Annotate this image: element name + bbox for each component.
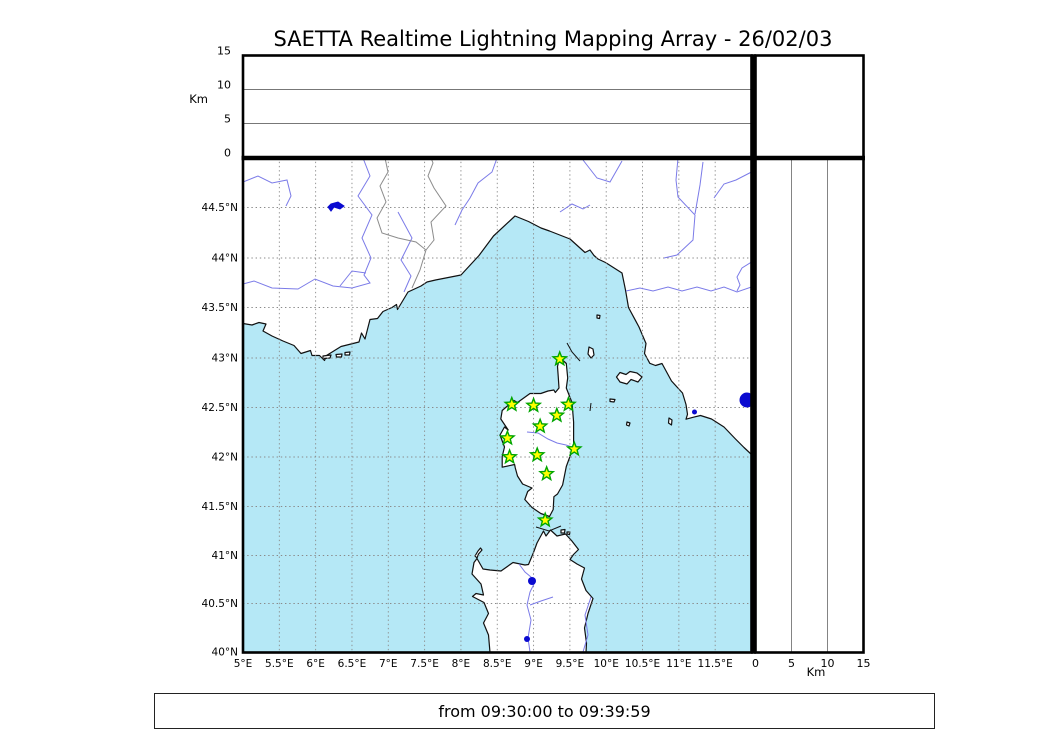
lon-tick-label: 8.5°E [483,658,512,670]
altitude-tick-label-bottom: 10 [821,657,835,670]
lon-tick-label: 7.5°E [410,658,439,670]
lat-tick-label: 43.5°N [202,302,238,314]
river [243,175,292,207]
lat-tick-label: 44°N [212,253,238,265]
altitude-axis-unit-bottom: Km [806,665,826,679]
lat-tick-label: 44.5°N [202,202,238,214]
coast-mark [566,342,581,362]
country-border [425,157,447,251]
station-marker [548,406,566,423]
river [582,596,592,653]
island [560,528,566,534]
lat-tick-label: 41°N [212,550,238,562]
lon-tick-label: 5.5°E [265,658,294,670]
altitude-axis-unit-left: Km [189,92,208,106]
island [615,370,643,385]
river [713,171,752,199]
sardinia-coastline [471,529,594,653]
time-range-text: from 09:30:00 to 09:39:59 [438,701,651,721]
lon-tick-label: 6°E [306,658,325,670]
lat-tick-label: 42°N [212,452,238,464]
altitude-tick-label-left: 0 [224,147,231,160]
altitude-panel [241,54,753,159]
river [663,157,696,259]
altitude-right-panel [754,156,865,654]
station-marker [528,446,546,463]
lake [524,636,530,642]
lon-tick-label: 10.5°E [625,658,660,670]
mainland-coastline [243,157,752,456]
country-border [376,157,427,289]
lon-tick-label: 6.5°E [338,658,367,670]
river [518,563,535,653]
station-marker [525,396,543,413]
altitude-tick-label-bottom: 5 [788,657,795,670]
river [625,286,752,293]
river [529,596,554,606]
island [587,346,595,359]
altitude-tick-label-left: 10 [217,79,231,92]
plot-title: SAETTA Realtime Lightning Mapping Array … [273,27,833,51]
altitude-tick-label-bottom: 15 [857,657,871,670]
river [559,203,591,213]
corsica-coastline [499,356,575,518]
altitude-tick-label-left: 5 [224,113,231,126]
station-marker [536,511,554,528]
river [243,157,373,290]
river [736,261,752,292]
lon-tick-label: 7°E [379,658,398,670]
river [397,211,413,293]
altitude-tick-label-bottom: 0 [752,657,759,670]
station-marker [538,464,556,482]
river [694,161,704,215]
station-marker [565,440,583,457]
lon-tick-label: 8°E [452,658,471,670]
station-marker [501,448,519,465]
station-marker [559,395,577,412]
station-marker [503,395,521,412]
station-marker [551,350,569,367]
river [454,157,498,226]
coast-mark [589,402,592,412]
station-marker [531,417,549,434]
altitude-tick-label-left: 15 [217,45,231,58]
lat-tick-label: 41.5°N [202,501,238,513]
map-area [243,157,752,653]
lake [692,409,697,415]
lon-tick-label: 9°E [524,658,543,670]
island [566,531,571,536]
lon-tick-label: 5°E [234,658,253,670]
river [582,159,623,183]
river [339,270,367,287]
lake [327,201,345,212]
lake [739,392,752,408]
lat-tick-label: 43°N [212,353,238,365]
lon-tick-label: 10°E [594,658,619,670]
lat-tick-label: 40°N [212,647,238,659]
lat-tick-label: 40.5°N [202,598,238,610]
time-range-box: from 09:30:00 to 09:39:59 [154,693,935,729]
island [596,314,601,320]
island [667,417,673,426]
coast-mark [535,525,562,532]
island [335,353,343,358]
island [609,398,616,403]
station-marker [498,429,516,446]
lon-tick-label: 11.5°E [698,658,733,670]
island [625,421,631,427]
lon-tick-label: 9.5°E [556,658,585,670]
altitude-corner-panel [754,54,865,159]
lon-tick-label: 11°E [666,658,691,670]
island [344,351,351,356]
lake [528,577,536,585]
river [526,431,573,448]
island [474,547,483,559]
lat-tick-label: 42.5°N [202,402,238,414]
